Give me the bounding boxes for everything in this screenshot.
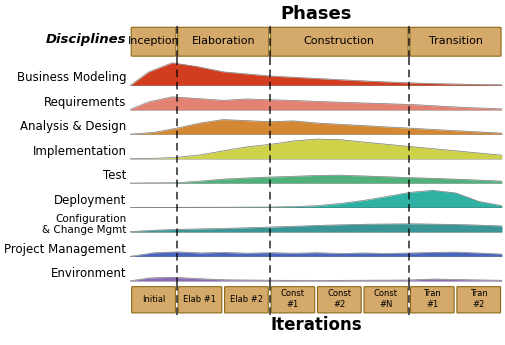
Text: Elab #1: Elab #1 [183, 295, 217, 304]
Text: Configuration
& Change Mgmt: Configuration & Change Mgmt [42, 214, 126, 235]
Text: Construction: Construction [304, 36, 375, 46]
Text: Test: Test [103, 169, 126, 182]
Text: Implementation: Implementation [32, 145, 126, 158]
FancyBboxPatch shape [132, 287, 175, 313]
Text: Disciplines: Disciplines [46, 32, 126, 46]
Text: Business Modeling: Business Modeling [17, 71, 126, 85]
Text: Initial: Initial [142, 295, 165, 304]
FancyBboxPatch shape [318, 287, 361, 313]
Text: Requirements: Requirements [44, 96, 126, 109]
FancyBboxPatch shape [131, 27, 176, 56]
Text: Const
#2: Const #2 [327, 289, 351, 309]
FancyBboxPatch shape [178, 27, 269, 56]
Text: Const
#1: Const #1 [281, 289, 305, 309]
FancyBboxPatch shape [225, 287, 268, 313]
Text: Tran
#1: Tran #1 [423, 289, 441, 309]
Text: Project Management: Project Management [5, 243, 126, 256]
Text: Inception: Inception [128, 36, 179, 46]
FancyBboxPatch shape [457, 287, 500, 313]
FancyBboxPatch shape [364, 287, 408, 313]
FancyBboxPatch shape [271, 287, 315, 313]
Text: Elaboration: Elaboration [191, 36, 255, 46]
Text: Transition: Transition [429, 36, 482, 46]
FancyBboxPatch shape [411, 287, 454, 313]
Text: Environment: Environment [51, 267, 126, 280]
FancyBboxPatch shape [271, 27, 408, 56]
Text: Elab #2: Elab #2 [230, 295, 263, 304]
Text: Tran
#2: Tran #2 [470, 289, 488, 309]
Text: Const
#N: Const #N [374, 289, 398, 309]
FancyBboxPatch shape [410, 27, 501, 56]
Text: Analysis & Design: Analysis & Design [20, 120, 126, 133]
FancyBboxPatch shape [178, 287, 222, 313]
Text: Deployment: Deployment [54, 194, 126, 207]
Text: Iterations: Iterations [270, 316, 362, 334]
Text: Phases: Phases [280, 6, 352, 23]
